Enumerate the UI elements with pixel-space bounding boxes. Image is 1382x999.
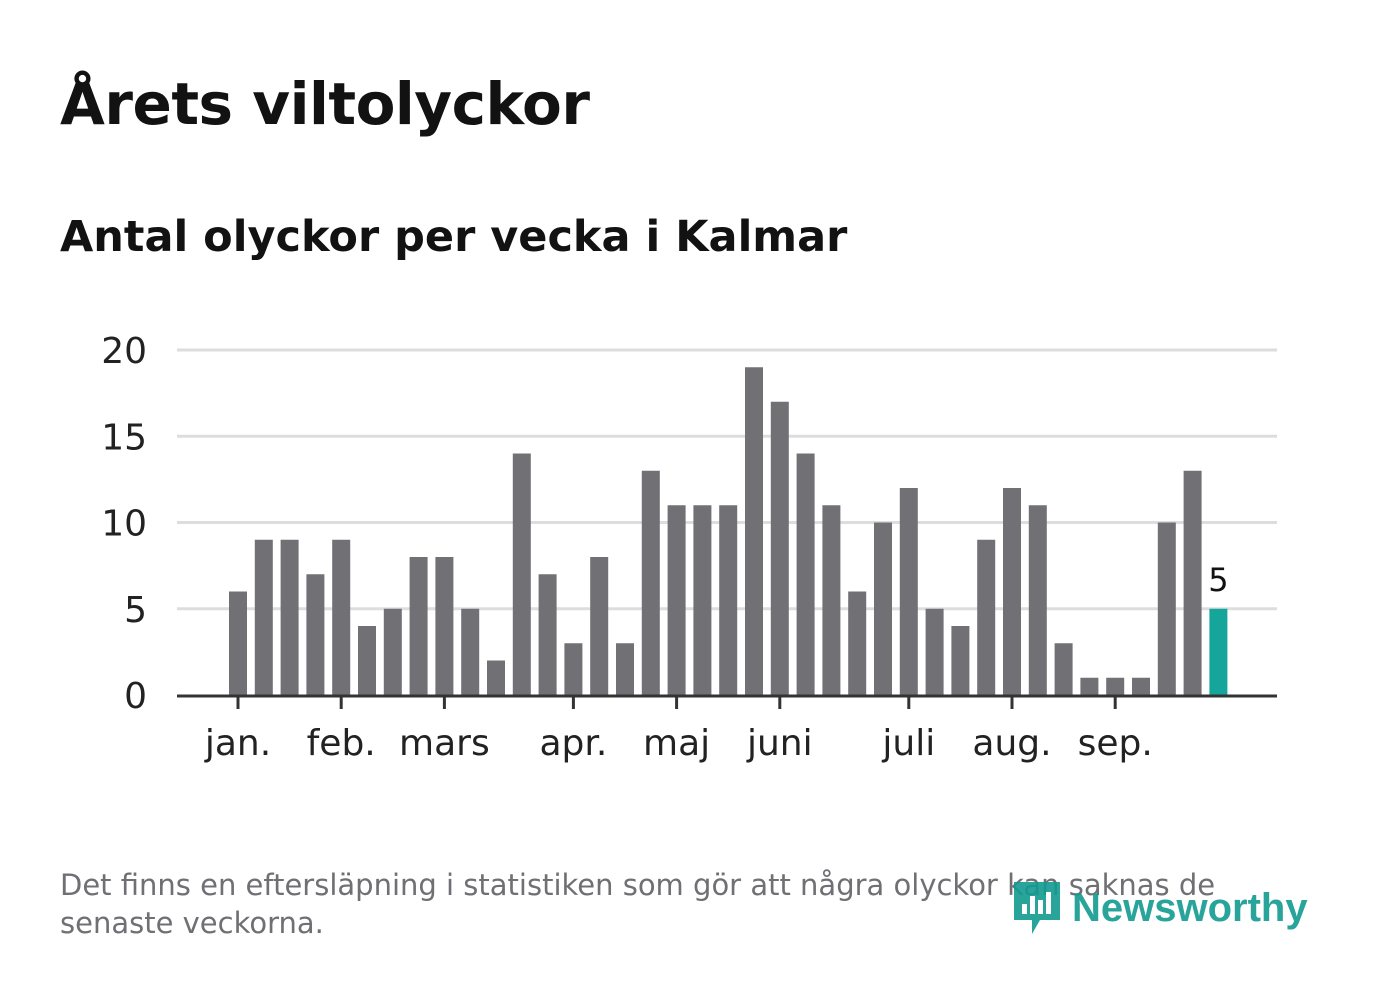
bar-highlighted bbox=[1209, 608, 1228, 695]
bar bbox=[1003, 488, 1021, 695]
y-tick-label-20: 20 bbox=[101, 331, 147, 372]
bar bbox=[848, 591, 867, 695]
bar bbox=[770, 401, 789, 695]
x-tick-label-apr: apr. bbox=[539, 723, 607, 764]
bar bbox=[280, 539, 299, 695]
bars bbox=[229, 367, 1228, 695]
bar bbox=[977, 539, 996, 695]
bar bbox=[719, 505, 738, 695]
y-tick-label-10: 10 bbox=[101, 504, 147, 545]
bar bbox=[461, 608, 480, 695]
bar bbox=[512, 453, 531, 695]
bar bbox=[254, 539, 273, 695]
bar bbox=[693, 505, 712, 695]
bar bbox=[1028, 505, 1047, 695]
bar bbox=[822, 505, 841, 695]
newsworthy-logo-icon bbox=[1014, 882, 1060, 934]
bar bbox=[899, 488, 918, 695]
x-axis: jan. feb. mars apr. maj juni juli aug. sep. bbox=[177, 694, 1277, 764]
bar bbox=[332, 539, 351, 695]
y-tick-label-0: 0 bbox=[124, 676, 147, 717]
x-tick-label-maj: maj bbox=[643, 723, 710, 764]
bar bbox=[641, 470, 660, 695]
bar bbox=[796, 453, 815, 695]
x-tick-label-aug: aug. bbox=[972, 723, 1051, 764]
chart-title: Årets viltolyckor bbox=[60, 70, 590, 138]
x-tick-label-juni: juni bbox=[746, 723, 813, 764]
bar bbox=[435, 557, 454, 695]
chart-subtitle: Antal olyckor per vecka i Kalmar bbox=[60, 212, 848, 262]
bar bbox=[306, 574, 325, 695]
bar bbox=[358, 626, 376, 695]
bar bbox=[229, 591, 247, 695]
bar bbox=[925, 608, 944, 695]
bar bbox=[409, 557, 428, 695]
bar bbox=[1106, 677, 1125, 695]
x-tick-label-sep: sep. bbox=[1078, 723, 1153, 764]
y-axis-ticks: 0 5 10 15 20 bbox=[101, 331, 147, 717]
bar bbox=[1080, 677, 1099, 695]
logo-text: Newsworthy bbox=[1072, 885, 1308, 930]
bar bbox=[1054, 643, 1073, 695]
bar bbox=[1132, 677, 1150, 695]
x-tick-label-jan: jan. bbox=[204, 723, 271, 764]
bar bbox=[1157, 522, 1176, 695]
bar bbox=[487, 660, 505, 695]
bar bbox=[1183, 470, 1202, 695]
bar bbox=[951, 626, 970, 695]
bar bbox=[667, 505, 686, 695]
x-tick-label-mars: mars bbox=[399, 723, 490, 764]
y-tick-label-5: 5 bbox=[124, 590, 147, 631]
bar bbox=[590, 557, 609, 695]
bar bbox=[745, 367, 763, 695]
x-tick-label-feb: feb. bbox=[307, 723, 376, 764]
x-tick-label-juli: juli bbox=[881, 723, 935, 764]
bar bbox=[564, 643, 583, 695]
bar bbox=[383, 608, 402, 695]
bar bbox=[538, 574, 557, 695]
last-value-label: 5 bbox=[1208, 561, 1228, 599]
data-labels: 5 bbox=[1208, 561, 1228, 599]
bar bbox=[874, 522, 892, 695]
y-tick-label-15: 15 bbox=[101, 417, 147, 458]
bar bbox=[616, 643, 634, 695]
newsworthy-logo: Newsworthy bbox=[1010, 876, 1308, 940]
